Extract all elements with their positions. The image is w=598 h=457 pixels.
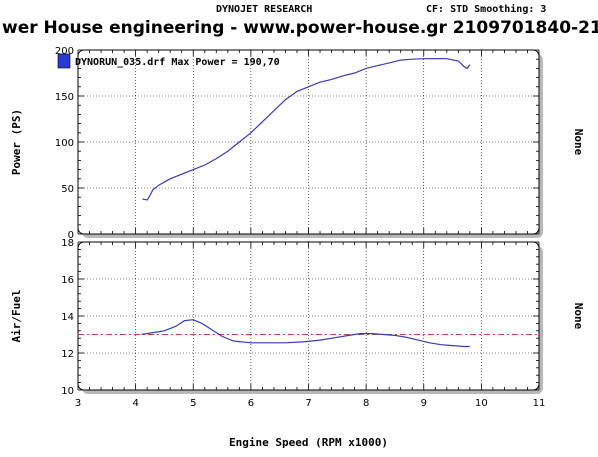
- afr-panel: 10 12 14 16 18 Air/Fuel None: [10, 238, 585, 397]
- x-tick-label: 6: [248, 398, 254, 409]
- y-tick-label: 12: [61, 349, 74, 360]
- settings-label: CF: STD Smoothing: 3: [426, 3, 546, 15]
- x-tick-label: 11: [533, 398, 546, 409]
- legend-entry: DYNORUN_035.drf Max Power = 190,70: [75, 57, 280, 68]
- y-tick-label: 0: [68, 230, 74, 241]
- y-tick-label: 16: [61, 275, 74, 286]
- x-tick-label: 7: [305, 398, 311, 409]
- y-tick-label: 50: [61, 184, 74, 195]
- afr-curve: [141, 319, 470, 348]
- power-y-ticks: 0 50 100 150 200: [55, 46, 74, 241]
- banner-title: wer House engineering - www.power-house.…: [2, 18, 598, 38]
- x-tick-label: 9: [421, 398, 427, 409]
- y-tick-label: 10: [61, 386, 74, 397]
- power-panel: 0 50 100 150 200 DYNORUN_035.drf Max Power =…: [10, 46, 585, 241]
- afr-axis-title: Air/Fuel: [10, 290, 23, 343]
- brand-label: DYNOJET RESEARCH: [216, 4, 312, 15]
- x-axis-ticks: 3 4 5 6 7 8 9 10 11: [75, 398, 546, 409]
- power-curve: [142, 57, 471, 201]
- legend-swatch: [57, 53, 71, 69]
- y-tick-label: 100: [55, 138, 74, 149]
- afr-right-label: None: [572, 303, 585, 330]
- y-tick-label: 14: [61, 312, 74, 323]
- x-tick-label: 8: [363, 398, 369, 409]
- x-tick-label: 10: [475, 398, 488, 409]
- y-tick-label: 18: [61, 238, 74, 249]
- x-tick-label: 3: [75, 398, 81, 409]
- x-tick-label: 5: [190, 398, 196, 409]
- power-grid: [77, 49, 540, 235]
- afr-y-ticks: 10 12 14 16 18: [61, 238, 74, 397]
- x-tick-label: 4: [132, 398, 138, 409]
- afr-grid: [77, 241, 540, 391]
- x-axis-title: Engine Speed (RPM x1000): [229, 436, 388, 449]
- power-axis-title: Power (PS): [10, 109, 23, 175]
- power-right-label: None: [572, 129, 585, 156]
- y-tick-label: 150: [55, 92, 74, 103]
- y-tick-label: 200: [55, 46, 74, 57]
